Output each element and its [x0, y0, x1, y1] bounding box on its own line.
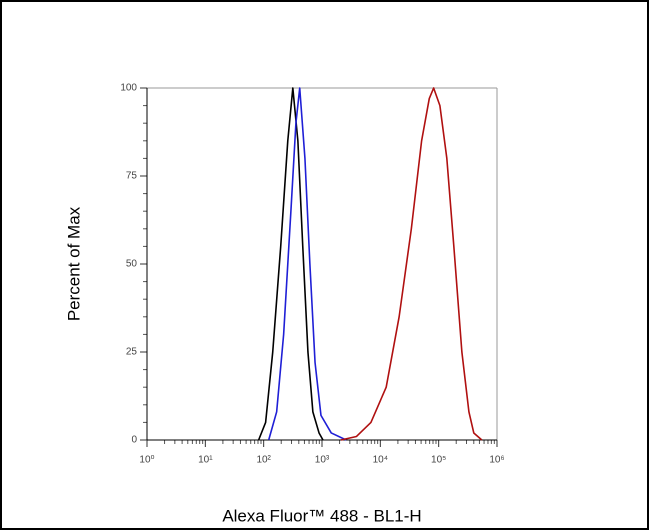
y-tick-label: 0 [131, 435, 137, 446]
x-tick-label: 10⁰ [139, 455, 154, 466]
x-tick-label: 10² [256, 455, 271, 466]
y-tick-label: 25 [126, 347, 138, 358]
y-tick-label: 100 [120, 83, 137, 94]
x-tick-label: 10⁴ [373, 455, 388, 466]
x-tick-label: 10⁵ [431, 455, 446, 466]
series-line [267, 87, 347, 441]
x-tick-label: 10¹ [198, 455, 213, 466]
series-line [340, 87, 483, 441]
x-tick-label: 10³ [315, 455, 330, 466]
y-axis-label: Percent of Max [64, 206, 83, 321]
series-line [257, 87, 324, 441]
x-tick-label: 10⁶ [489, 455, 504, 466]
y-tick-label: 50 [126, 259, 138, 270]
y-tick-label: 75 [126, 171, 138, 182]
x-axis-label: Alexa Fluor™ 488 - BL1-H [222, 506, 421, 525]
